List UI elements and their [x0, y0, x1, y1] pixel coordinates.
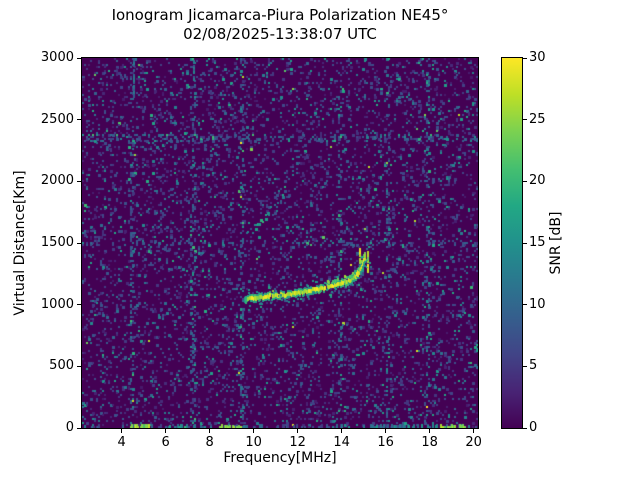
colorbar-gradient [502, 58, 522, 428]
chart-title: Ionogram Jicamarca-Piura Polarization NE… [111, 6, 449, 24]
x-tick-label: 14 [333, 435, 350, 450]
x-tick-mark [209, 429, 211, 433]
x-tick-label: 4 [117, 435, 126, 450]
plot-border [81, 57, 479, 429]
colorbar-tick-label: 10 [529, 296, 546, 312]
y-tick-mark [77, 242, 81, 244]
chart-subtitle: 02/08/2025-13:38:07 UTC [183, 25, 377, 43]
x-tick-label: 12 [289, 435, 306, 450]
x-tick-label: 10 [245, 435, 262, 450]
colorbar-tick-mark [523, 57, 527, 59]
y-tick-mark [77, 304, 81, 306]
y-tick-label: 0 [65, 420, 74, 435]
y-tick-mark [77, 57, 81, 59]
x-tick-label: 6 [161, 435, 170, 450]
y-tick-mark [77, 180, 81, 182]
colorbar-tick-mark [523, 242, 527, 244]
x-tick-label: 8 [205, 435, 214, 450]
x-tick-label: 20 [465, 435, 482, 450]
colorbar-tick-label: 20 [529, 173, 546, 189]
x-tick-mark [341, 429, 343, 433]
colorbar-tick-label: 0 [529, 420, 538, 435]
y-tick-label: 2500 [40, 111, 74, 127]
y-tick-label: 1000 [40, 296, 74, 312]
y-tick-label: 1500 [40, 235, 74, 250]
ionogram-heatmap-canvas [82, 58, 478, 428]
x-tick-mark [253, 429, 255, 433]
x-tick-label: 16 [377, 435, 394, 450]
x-tick-mark [385, 429, 387, 433]
x-tick-mark [297, 429, 299, 433]
y-axis-label: Virtual Distance[Km] [12, 170, 28, 316]
colorbar-tick-label: 25 [529, 111, 546, 127]
colorbar-tick-mark [523, 365, 527, 367]
colorbar-tick-mark [523, 304, 527, 306]
chart-title-block: Ionogram Jicamarca-Piura Polarization NE… [82, 6, 478, 44]
y-tick-mark [77, 427, 81, 429]
y-tick-mark [77, 119, 81, 121]
colorbar [501, 57, 523, 429]
y-tick-label: 500 [49, 358, 74, 374]
x-tick-mark [429, 429, 431, 433]
colorbar-tick-mark [523, 119, 527, 121]
x-tick-mark [473, 429, 475, 433]
y-tick-mark [77, 365, 81, 367]
colorbar-tick-label: 5 [529, 358, 538, 374]
colorbar-tick-mark [523, 180, 527, 182]
y-tick-label: 3000 [40, 50, 74, 65]
x-axis-label: Frequency[MHz] [223, 450, 337, 466]
colorbar-tick-label: 15 [529, 235, 546, 250]
x-tick-mark [165, 429, 167, 433]
colorbar-tick-label: 30 [529, 50, 546, 65]
colorbar-tick-mark [523, 427, 527, 429]
y-tick-label: 2000 [40, 173, 74, 189]
x-tick-label: 18 [421, 435, 438, 450]
x-tick-mark [121, 429, 123, 433]
